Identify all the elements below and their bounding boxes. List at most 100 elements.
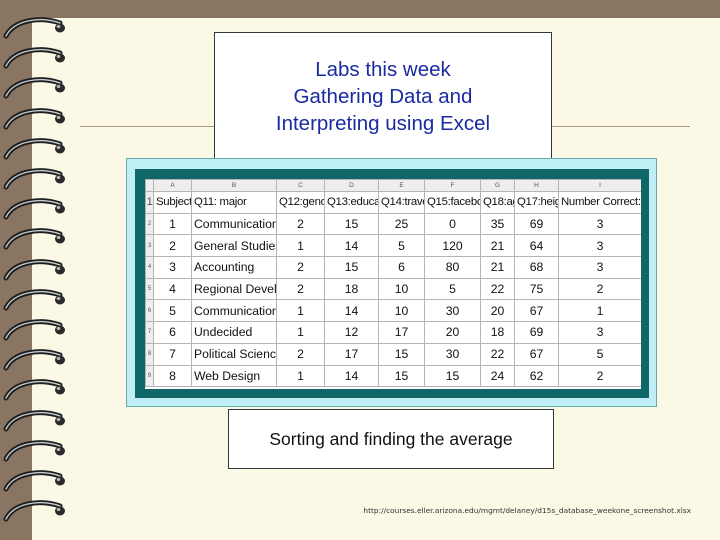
row-number: 8 (145, 342, 154, 366)
column-letter: F (424, 179, 481, 192)
table-row: 7 6 Undecided 1 12 17 20 18 69 3 (145, 321, 641, 344)
data-cell: 2 (276, 277, 325, 301)
binder-ring (0, 165, 70, 195)
binder-ring (0, 467, 70, 497)
data-cell: 3 (558, 234, 641, 258)
data-cell: 2 (276, 212, 325, 236)
data-cell: 17 (324, 342, 379, 366)
data-cell: 3 (558, 212, 641, 236)
binder-ring (0, 195, 70, 225)
data-cell: Regional Development (191, 277, 277, 301)
caption: Sorting and finding the average (269, 428, 513, 449)
data-cell: 6 (153, 321, 192, 344)
data-cell: 3 (558, 321, 641, 344)
column-letter: H (514, 179, 559, 192)
binder-ring (0, 497, 70, 527)
data-cell: 4 (153, 277, 192, 301)
data-cell: 15 (324, 212, 379, 236)
data-cell: 24 (480, 364, 515, 388)
data-cell: 80 (424, 256, 481, 279)
table-row: 6 5 Communication 1 14 10 30 20 67 1 (145, 299, 641, 323)
data-cell: 30 (424, 299, 481, 323)
row-number: 6 (145, 299, 154, 323)
binder-ring (0, 135, 70, 165)
row-number: 5 (145, 277, 154, 301)
data-cell: 15 (378, 342, 425, 366)
data-cell: 35 (480, 212, 515, 236)
data-cell: 75 (514, 277, 559, 301)
header-cell: Subject # (153, 191, 192, 214)
data-cell: 22 (480, 342, 515, 366)
binder-ring (0, 14, 70, 44)
data-cell: 25 (378, 212, 425, 236)
data-cell: 5 (424, 277, 481, 301)
data-cell: 18 (324, 277, 379, 301)
table-row: 3 2 General Studies 1 14 5 120 21 64 3 (145, 234, 641, 258)
header-cell: Q12:gender (276, 191, 325, 214)
data-cell: Communication (191, 299, 277, 323)
title-line-1: Labs this week (315, 57, 451, 81)
data-cell: 2 (276, 256, 325, 279)
caption-box: Sorting and finding the average (228, 409, 554, 469)
data-cell: 14 (324, 364, 379, 388)
column-letter: B (191, 179, 277, 192)
binder-ring (0, 105, 70, 135)
header-cell: Q13:education (324, 191, 379, 214)
data-cell: 1 (276, 321, 325, 344)
data-cell: 1 (558, 299, 641, 323)
data-cell: 67 (514, 299, 559, 323)
data-cell: 10 (378, 299, 425, 323)
header-cell: Q15:facebook (424, 191, 481, 214)
table-row: 9 8 Web Design 1 14 15 15 24 62 2 (145, 364, 641, 388)
data-cell: 5 (378, 234, 425, 258)
data-cell: 2 (558, 277, 641, 301)
data-cell: 1 (276, 364, 325, 388)
column-letter: D (324, 179, 379, 192)
column-letter: G (480, 179, 515, 192)
data-cell: 6 (378, 256, 425, 279)
data-cell: 2 (558, 364, 641, 388)
column-letter: I (558, 179, 641, 192)
data-cell: 0 (424, 212, 481, 236)
table-row: 4 3 Accounting 2 15 6 80 21 68 3 (145, 256, 641, 279)
data-cell: Political Science (191, 342, 277, 366)
data-cell: 20 (424, 321, 481, 344)
row-number: 4 (145, 256, 154, 279)
data-cell: General Studies (191, 234, 277, 258)
data-cell: 15 (324, 256, 379, 279)
data-cell: 12 (324, 321, 379, 344)
data-cell: 14 (324, 299, 379, 323)
column-letter: A (153, 179, 192, 192)
row-number: 7 (145, 321, 154, 344)
title-line-3: Interpreting using Excel (275, 111, 491, 135)
header-cell: Q11: major (191, 191, 277, 214)
data-cell: 5 (558, 342, 641, 366)
row-number: 3 (145, 234, 154, 258)
data-cell: 69 (514, 212, 559, 236)
binder-ring (0, 286, 70, 316)
data-cell: 15 (424, 364, 481, 388)
data-cell: Web Design (191, 364, 277, 388)
header-cell: Q17:height (514, 191, 559, 214)
table-row: 8 7 Political Science 2 17 15 30 22 67 5 (145, 342, 641, 366)
data-cell: Undecided (191, 321, 277, 344)
row-number: 1 (145, 191, 154, 214)
data-cell: Communication (191, 212, 277, 236)
data-cell: 20 (480, 299, 515, 323)
corner-cell (145, 179, 154, 192)
header-cell: Q18:age (480, 191, 515, 214)
table-row: 2 1 Communication 2 15 25 0 35 69 3 (145, 212, 641, 236)
header-cell: Q14:travel (378, 191, 425, 214)
row-number: 2 (145, 212, 154, 236)
binder-ring (0, 44, 70, 74)
binder-ring (0, 225, 70, 255)
binder-ring (0, 74, 70, 104)
data-cell: 8 (153, 364, 192, 388)
data-cell: 14 (324, 234, 379, 258)
